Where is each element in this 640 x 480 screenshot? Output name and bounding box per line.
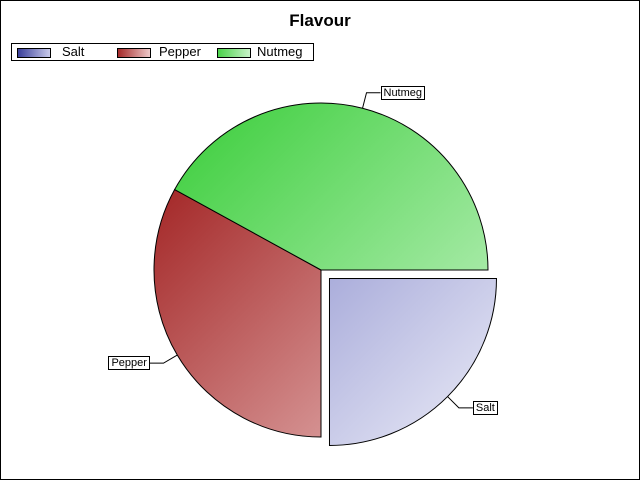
leader-line-nutmeg <box>362 92 381 109</box>
pie-slice-pepper <box>153 188 322 438</box>
legend-swatch-pepper <box>117 48 151 58</box>
slice-label-pepper: Pepper <box>108 356 150 371</box>
legend-label-salt: Salt <box>62 44 85 59</box>
slice-label-salt: Salt <box>472 400 498 415</box>
chart-legend: Salt Pepper Nutmeg <box>11 43 314 61</box>
chart-title: Flavour <box>289 11 351 30</box>
leader-line-salt <box>447 396 473 409</box>
legend-label-pepper: Pepper <box>159 44 201 59</box>
legend-label-nutmeg: Nutmeg <box>257 44 303 59</box>
pie-slice-nutmeg <box>173 102 489 271</box>
legend-swatch-nutmeg <box>217 48 251 58</box>
pie-slice-salt <box>328 277 497 446</box>
leader-line-pepper <box>149 354 178 364</box>
legend-swatch-salt <box>17 48 51 58</box>
slice-label-nutmeg: Nutmeg <box>380 85 426 100</box>
